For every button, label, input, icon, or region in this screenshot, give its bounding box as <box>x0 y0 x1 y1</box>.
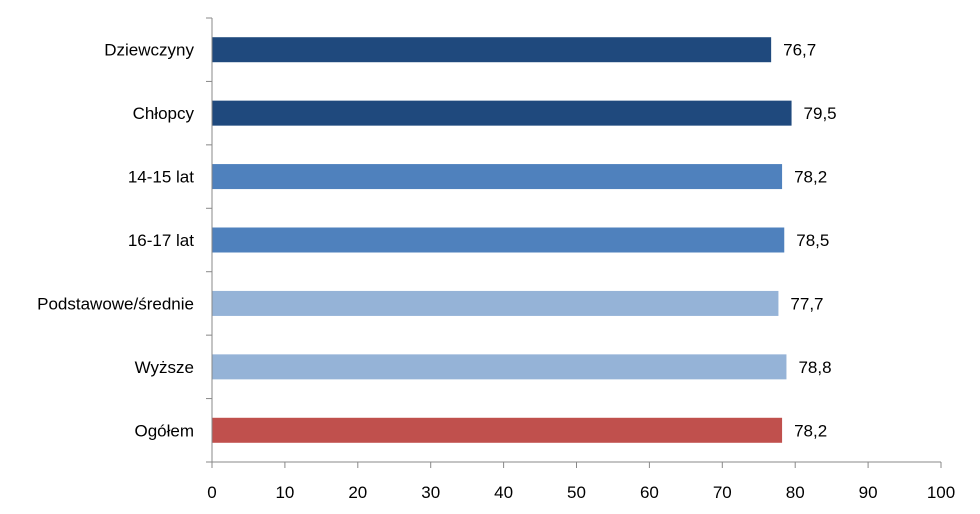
bar <box>212 290 779 316</box>
category-label: Chłopcy <box>133 104 195 123</box>
data-label: 78,8 <box>798 358 831 377</box>
category-label: 14-15 lat <box>128 168 194 187</box>
category-labels: Dziewczyny Chłopcy 14-15 lat 16-17 lat Podst… <box>37 41 194 441</box>
bar <box>212 100 792 126</box>
data-label: 76,7 <box>783 41 816 60</box>
category-label: Podstawowe/średnie <box>37 294 194 313</box>
x-tick-label: 10 <box>275 483 294 502</box>
category-label: 16-17 lat <box>128 231 194 250</box>
x-tick-label: 0 <box>207 483 216 502</box>
data-label: 78,2 <box>794 168 827 187</box>
data-label: 78,5 <box>796 231 829 250</box>
x-tick-label: 90 <box>859 483 878 502</box>
bar <box>212 164 783 190</box>
x-tick-label: 80 <box>786 483 805 502</box>
bar <box>212 354 787 380</box>
value-labels: 76,7 79,5 78,2 78,5 77,7 78,8 78,2 <box>783 41 837 441</box>
x-tick-label: 60 <box>640 483 659 502</box>
bars-group <box>212 37 792 443</box>
x-tick-label: 100 <box>927 483 955 502</box>
bar <box>212 417 783 443</box>
category-label: Wyższe <box>135 358 194 377</box>
bar <box>212 227 785 253</box>
x-tick-label: 30 <box>421 483 440 502</box>
x-tick-label: 70 <box>713 483 732 502</box>
x-tick-label: 20 <box>348 483 367 502</box>
x-tick-label: 50 <box>567 483 586 502</box>
data-label: 79,5 <box>804 104 837 123</box>
category-label: Dziewczyny <box>104 41 194 60</box>
category-label: Ogółem <box>134 421 194 440</box>
x-tick-label: 40 <box>494 483 513 502</box>
data-label: 77,7 <box>790 294 823 313</box>
bar <box>212 37 772 63</box>
data-label: 78,2 <box>794 421 827 440</box>
x-axis-ticks: 0 10 20 30 40 50 60 70 80 90 100 <box>207 462 955 502</box>
